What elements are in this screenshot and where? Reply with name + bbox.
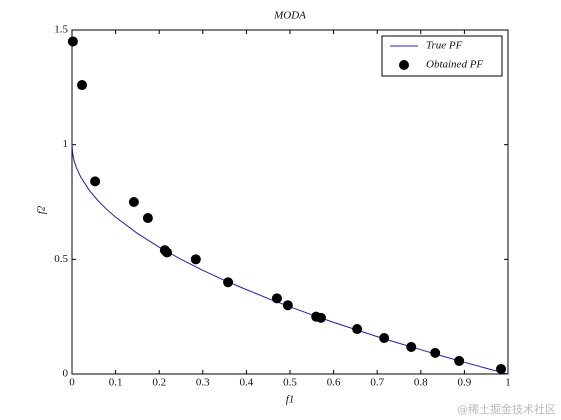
point xyxy=(142,213,153,224)
point xyxy=(162,247,173,258)
point xyxy=(454,355,465,366)
watermark: @稀土掘金技术社区 xyxy=(457,402,556,416)
y-axis-label: f2 xyxy=(36,205,48,214)
point xyxy=(315,312,326,323)
x-axis-label: f1 xyxy=(286,394,295,406)
point xyxy=(406,341,417,352)
point xyxy=(352,324,363,335)
point xyxy=(223,277,234,288)
point xyxy=(77,80,88,91)
point xyxy=(190,254,201,265)
point xyxy=(379,332,390,343)
x-tick-label: 0.6 xyxy=(327,377,341,389)
plot-area xyxy=(71,29,509,375)
x-tick-label: 1 xyxy=(505,377,511,389)
x-tick-label: 0.1 xyxy=(109,377,123,389)
x-tick-label: 0.4 xyxy=(240,377,254,389)
x-tick-label: 0.2 xyxy=(152,377,166,389)
point xyxy=(67,36,78,47)
legend-label: Obtained PF xyxy=(426,59,483,71)
y-tick-label: 1.5 xyxy=(54,24,68,36)
x-tick-label: 0 xyxy=(69,377,75,389)
legend-marker xyxy=(399,60,409,70)
x-tick-label: 0.5 xyxy=(283,377,297,389)
x-tick-label: 0.3 xyxy=(196,377,210,389)
legend-box xyxy=(381,35,503,77)
chart-title: MODA xyxy=(273,10,306,22)
point xyxy=(128,197,139,207)
y-tick-label: 0 xyxy=(63,368,69,380)
point xyxy=(430,347,441,358)
point xyxy=(496,363,507,374)
point xyxy=(282,300,293,311)
point xyxy=(90,176,101,187)
legend-label: True PF xyxy=(426,40,463,52)
y-tick-label: 1 xyxy=(63,138,69,150)
x-tick-label: 0.7 xyxy=(370,377,384,389)
point xyxy=(271,293,282,304)
x-tick-label: 0.9 xyxy=(458,377,472,389)
x-tick-label: 0.8 xyxy=(414,377,428,389)
y-tick-label: 0.5 xyxy=(54,253,68,265)
